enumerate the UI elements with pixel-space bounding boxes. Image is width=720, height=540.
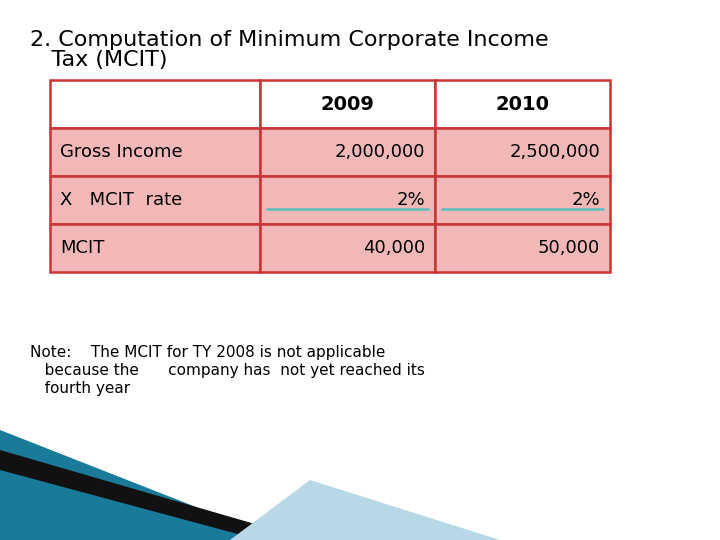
Text: Note:    The MCIT for TY 2008 is not applicable: Note: The MCIT for TY 2008 is not applic… [30,345,385,360]
Text: 50,000: 50,000 [538,239,600,257]
Text: 2%: 2% [572,191,600,209]
Text: 2010: 2010 [495,94,549,113]
Bar [260,80,435,128]
Bar [50,224,260,272]
Text: 2,500,000: 2,500,000 [509,143,600,161]
Bar [260,176,435,224]
Bar [435,128,610,176]
Text: 2009: 2009 [320,94,374,113]
Bar [435,224,610,272]
Text: MCIT: MCIT [60,239,104,257]
Bar [50,176,260,224]
Text: 40,000: 40,000 [363,239,425,257]
Polygon shape [0,450,310,540]
Text: fourth year: fourth year [30,381,130,396]
Bar [50,80,260,128]
Text: because the      company has  not yet reached its: because the company has not yet reached … [30,363,425,378]
Text: 2%: 2% [397,191,425,209]
Bar [260,128,435,176]
Bar [260,224,435,272]
Text: Gross Income: Gross Income [60,143,183,161]
Text: Tax (MCIT): Tax (MCIT) [30,50,168,70]
Bar [435,176,610,224]
Text: 2. Computation of Minimum Corporate Income: 2. Computation of Minimum Corporate Inco… [30,30,549,50]
Bar [50,128,260,176]
Bar [435,80,610,128]
Text: X   MCIT  rate: X MCIT rate [60,191,182,209]
Polygon shape [0,430,280,540]
Polygon shape [230,480,500,540]
Text: 2,000,000: 2,000,000 [335,143,425,161]
